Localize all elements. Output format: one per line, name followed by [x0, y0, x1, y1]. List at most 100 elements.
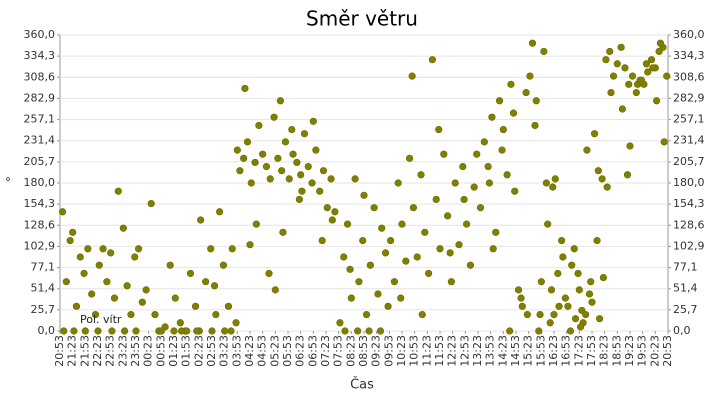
point [418, 310, 426, 319]
point [397, 294, 405, 302]
point [381, 249, 390, 257]
x-tick-label: 20:53 [53, 335, 66, 367]
y2-tick-label: 308,6 [673, 70, 705, 83]
point [455, 241, 463, 249]
point [576, 323, 585, 331]
x-tick-label: 13:53 [484, 335, 497, 367]
point [62, 278, 70, 286]
point [297, 171, 305, 179]
point [595, 315, 604, 323]
point [232, 319, 240, 327]
point [568, 261, 576, 269]
y2-tick-label: 205,7 [673, 155, 705, 168]
point [557, 236, 566, 245]
point [542, 179, 551, 187]
x-tick-label: 07:53 [332, 335, 345, 367]
y2-tick-label: 180,0 [673, 176, 705, 189]
point [518, 302, 526, 310]
point [210, 282, 219, 290]
x-tick-label: 17:23 [572, 335, 585, 367]
y2-tick-label: 360,0 [673, 28, 705, 41]
point [94, 327, 102, 335]
y-tick-label: 282,9 [24, 91, 56, 104]
point [233, 146, 241, 154]
point [459, 162, 467, 171]
x-tick-label: 20:53 [661, 335, 674, 367]
point [95, 261, 103, 269]
point [652, 97, 661, 105]
point [270, 113, 278, 121]
point [207, 245, 215, 253]
point [495, 97, 504, 105]
point [278, 167, 286, 175]
point [413, 253, 421, 261]
point [255, 121, 263, 130]
x-tick-label: 23:53 [129, 335, 142, 367]
point [550, 310, 558, 319]
point [522, 88, 530, 97]
point [384, 302, 392, 310]
point [585, 290, 594, 298]
point [632, 88, 640, 97]
point [625, 80, 633, 88]
point [546, 319, 554, 327]
point [626, 142, 634, 150]
point [366, 261, 374, 269]
y-tick-label: 25,7 [31, 303, 56, 316]
x-tick-label: 21:23 [66, 335, 79, 367]
point [447, 278, 456, 286]
x-tick-label: 14:53 [509, 335, 522, 367]
point [279, 228, 287, 236]
point [440, 150, 448, 158]
point [274, 154, 282, 162]
point [70, 327, 78, 335]
point [266, 175, 274, 183]
point [99, 245, 107, 253]
point [599, 273, 608, 282]
point [178, 327, 186, 335]
point [360, 191, 368, 199]
point [540, 47, 548, 56]
y2-tick-label: 282,9 [673, 91, 705, 104]
x-tick-label: 03:23 [218, 335, 231, 367]
point [308, 179, 316, 187]
point [460, 195, 468, 204]
point [193, 327, 201, 335]
x-tick-label: 00:53 [154, 335, 167, 367]
point [506, 327, 514, 335]
x-tick-label: 05:23 [268, 335, 281, 367]
y-axis-label: ° [5, 176, 11, 190]
point [309, 117, 317, 125]
y2-tick-label: 77,1 [673, 261, 698, 274]
point [202, 278, 210, 286]
point [298, 187, 306, 195]
point [428, 56, 437, 64]
point [642, 60, 651, 68]
point [649, 64, 657, 72]
point [660, 138, 668, 146]
point [647, 56, 656, 64]
point [354, 327, 362, 335]
point [476, 204, 485, 212]
y-tick-label: 360,0 [24, 28, 56, 41]
point [394, 179, 402, 187]
y-tick-label: 102,9 [24, 239, 56, 252]
point [444, 212, 452, 220]
point [594, 167, 602, 175]
x-tick-label: 18:53 [610, 335, 623, 367]
y-tick-label: 0,0 [38, 324, 56, 337]
point [166, 261, 174, 269]
point [171, 294, 179, 302]
point [265, 269, 273, 278]
point [554, 269, 562, 278]
y-tick-label: 334,3 [24, 49, 56, 62]
point [295, 195, 304, 204]
x-tick-label: 06:53 [306, 335, 319, 367]
point [656, 39, 665, 47]
point [191, 302, 200, 310]
point [489, 245, 497, 253]
x-tick-label: 12:23 [446, 335, 459, 367]
x-tick-label: 09:23 [370, 335, 383, 367]
y2-tick-label: 154,3 [673, 197, 705, 210]
point [91, 310, 100, 319]
